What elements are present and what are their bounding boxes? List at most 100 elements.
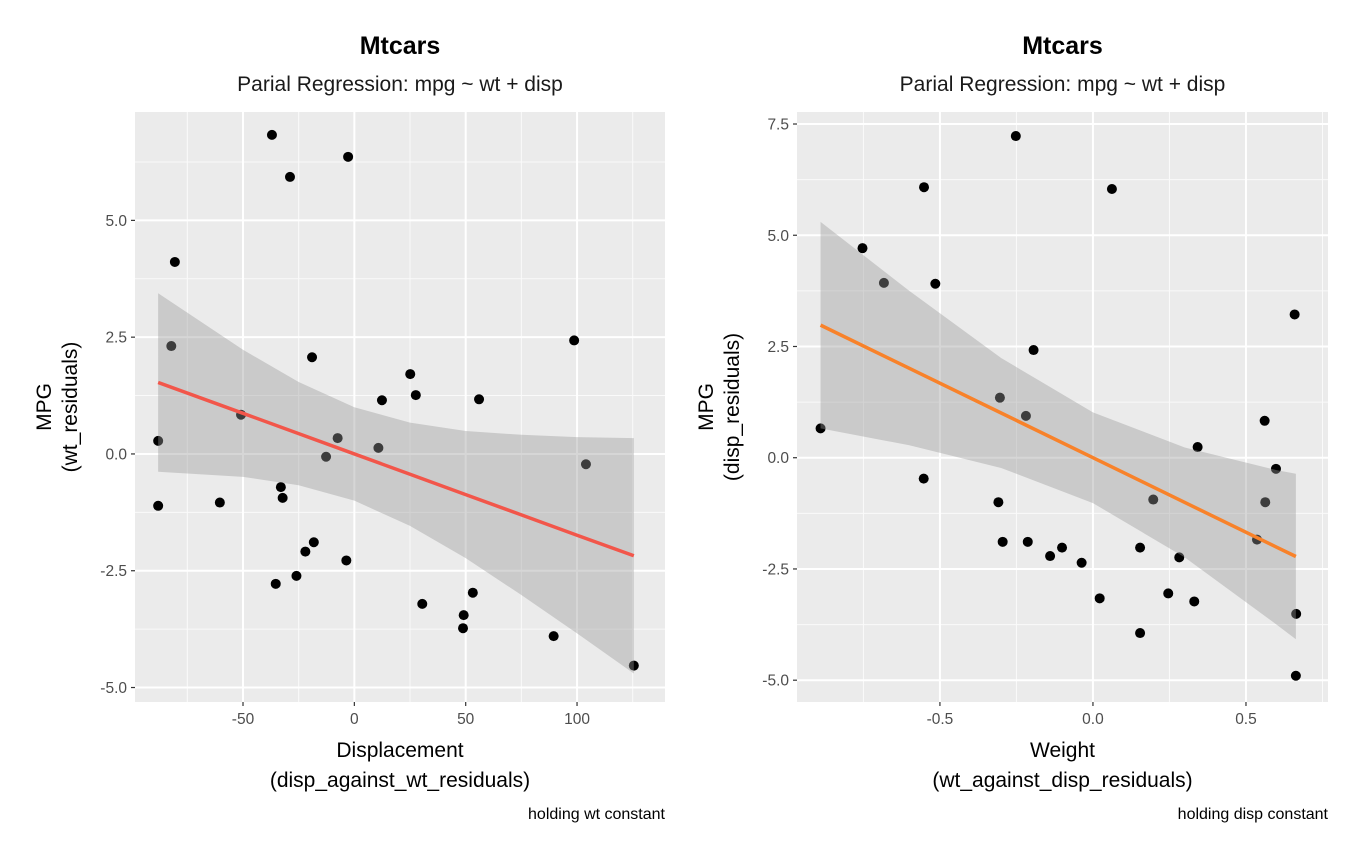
data-point (458, 610, 469, 621)
data-point (474, 394, 485, 405)
data-point (321, 451, 332, 462)
x-tick-label: 100 (564, 711, 590, 728)
plot-panel (797, 112, 1328, 702)
x-tick-label: 0.5 (1235, 711, 1257, 728)
data-point (277, 492, 288, 503)
data-point (1148, 494, 1159, 505)
confidence-band (158, 293, 634, 674)
y-tick-label: -5.0 (762, 673, 789, 690)
data-point (373, 442, 384, 453)
data-point (1163, 588, 1174, 599)
x-tick-label: -0.5 (927, 711, 954, 728)
x-tick-label: -50 (232, 711, 255, 728)
x-axis-subtitle: (disp_against_wt_residuals) (270, 769, 530, 792)
y-tick-label: -5.0 (100, 680, 127, 697)
data-point (1270, 463, 1281, 474)
data-point (1192, 442, 1203, 453)
data-point (1290, 670, 1301, 681)
data-point (1189, 596, 1200, 607)
data-point (1135, 542, 1146, 553)
y-tick-label: 5.0 (767, 228, 789, 245)
data-point (1289, 309, 1300, 320)
data-point (266, 129, 277, 140)
confidence-band (820, 221, 1296, 640)
data-point (1045, 551, 1056, 562)
x-axis-title: Weight (1030, 739, 1095, 762)
data-point (153, 435, 164, 446)
x-tick-label: 50 (457, 711, 475, 728)
data-point (332, 433, 343, 444)
y-tick-label: -2.5 (762, 561, 789, 578)
data-point (405, 369, 416, 380)
chart-subtitle: Parial Regression: mpg ~ wt + disp (900, 73, 1226, 96)
data-point (628, 660, 639, 671)
data-point (166, 341, 177, 352)
data-point (458, 623, 469, 634)
y-tick-label: 2.5 (105, 330, 127, 347)
chart-title: Mtcars (1022, 32, 1103, 60)
y-axis-title: MPG (695, 383, 718, 431)
y-tick-label: 7.5 (767, 117, 789, 134)
x-tick-label: 0 (350, 711, 359, 728)
y-axis-title-group: MPG (disp_residuals) (695, 333, 744, 481)
data-point (291, 570, 302, 581)
x-axis-title: Displacement (336, 739, 463, 762)
y-tick-label: 2.5 (767, 339, 789, 356)
data-point (1020, 410, 1031, 421)
data-point (275, 482, 286, 493)
data-point (857, 243, 868, 254)
y-tick-label: -2.5 (100, 563, 127, 580)
data-point (548, 631, 559, 642)
data-point (169, 256, 180, 267)
x-axis-subtitle: (wt_against_disp_residuals) (932, 769, 1192, 792)
chart-caption: holding disp constant (1178, 806, 1329, 823)
data-point (930, 278, 941, 289)
data-point (343, 151, 354, 162)
data-point (467, 587, 478, 598)
data-point (1094, 593, 1105, 604)
data-point (919, 182, 930, 193)
data-point (1022, 536, 1033, 547)
data-point (878, 277, 889, 288)
y-axis-title-group: MPG (wt_residuals) (33, 342, 82, 473)
regression-line (819, 323, 1297, 559)
data-point (997, 536, 1008, 547)
plot-2: Mtcars Parial Regression: mpg ~ wt + disp… (695, 32, 1329, 823)
y-tick-label: 5.0 (105, 213, 127, 230)
y-tick-label: 0.0 (767, 450, 789, 467)
data-point (341, 555, 352, 566)
chart-caption: holding wt constant (528, 806, 666, 823)
data-point (308, 537, 319, 548)
data-point (1076, 557, 1087, 568)
plot-1: Mtcars Parial Regression: mpg ~ wt + disp… (33, 32, 666, 823)
data-point (284, 171, 295, 182)
data-point (1291, 608, 1302, 619)
regression-line (157, 380, 635, 558)
y-axis-subtitle: (disp_residuals) (721, 333, 744, 481)
data-point (569, 335, 580, 346)
data-point (1028, 345, 1039, 356)
data-point (270, 578, 281, 589)
data-point (417, 598, 428, 609)
data-point (300, 546, 311, 557)
data-point (918, 473, 929, 484)
data-point (815, 423, 826, 434)
data-point (1135, 628, 1146, 639)
y-axis-subtitle: (wt_residuals) (59, 342, 82, 473)
data-point (307, 352, 318, 363)
data-point (1106, 183, 1117, 194)
data-point (994, 392, 1005, 403)
chart-subtitle: Parial Regression: mpg ~ wt + disp (237, 73, 563, 96)
data-point (993, 497, 1004, 508)
x-tick-label: 0.0 (1082, 711, 1104, 728)
data-point (1010, 131, 1021, 142)
chart-title: Mtcars (360, 32, 441, 60)
y-tick-label: 0.0 (105, 446, 127, 463)
data-point (580, 459, 591, 470)
data-point (1174, 552, 1185, 563)
y-axis-title: MPG (33, 383, 56, 431)
data-point (1057, 542, 1068, 553)
data-point (1259, 415, 1270, 426)
data-point (1260, 497, 1271, 508)
